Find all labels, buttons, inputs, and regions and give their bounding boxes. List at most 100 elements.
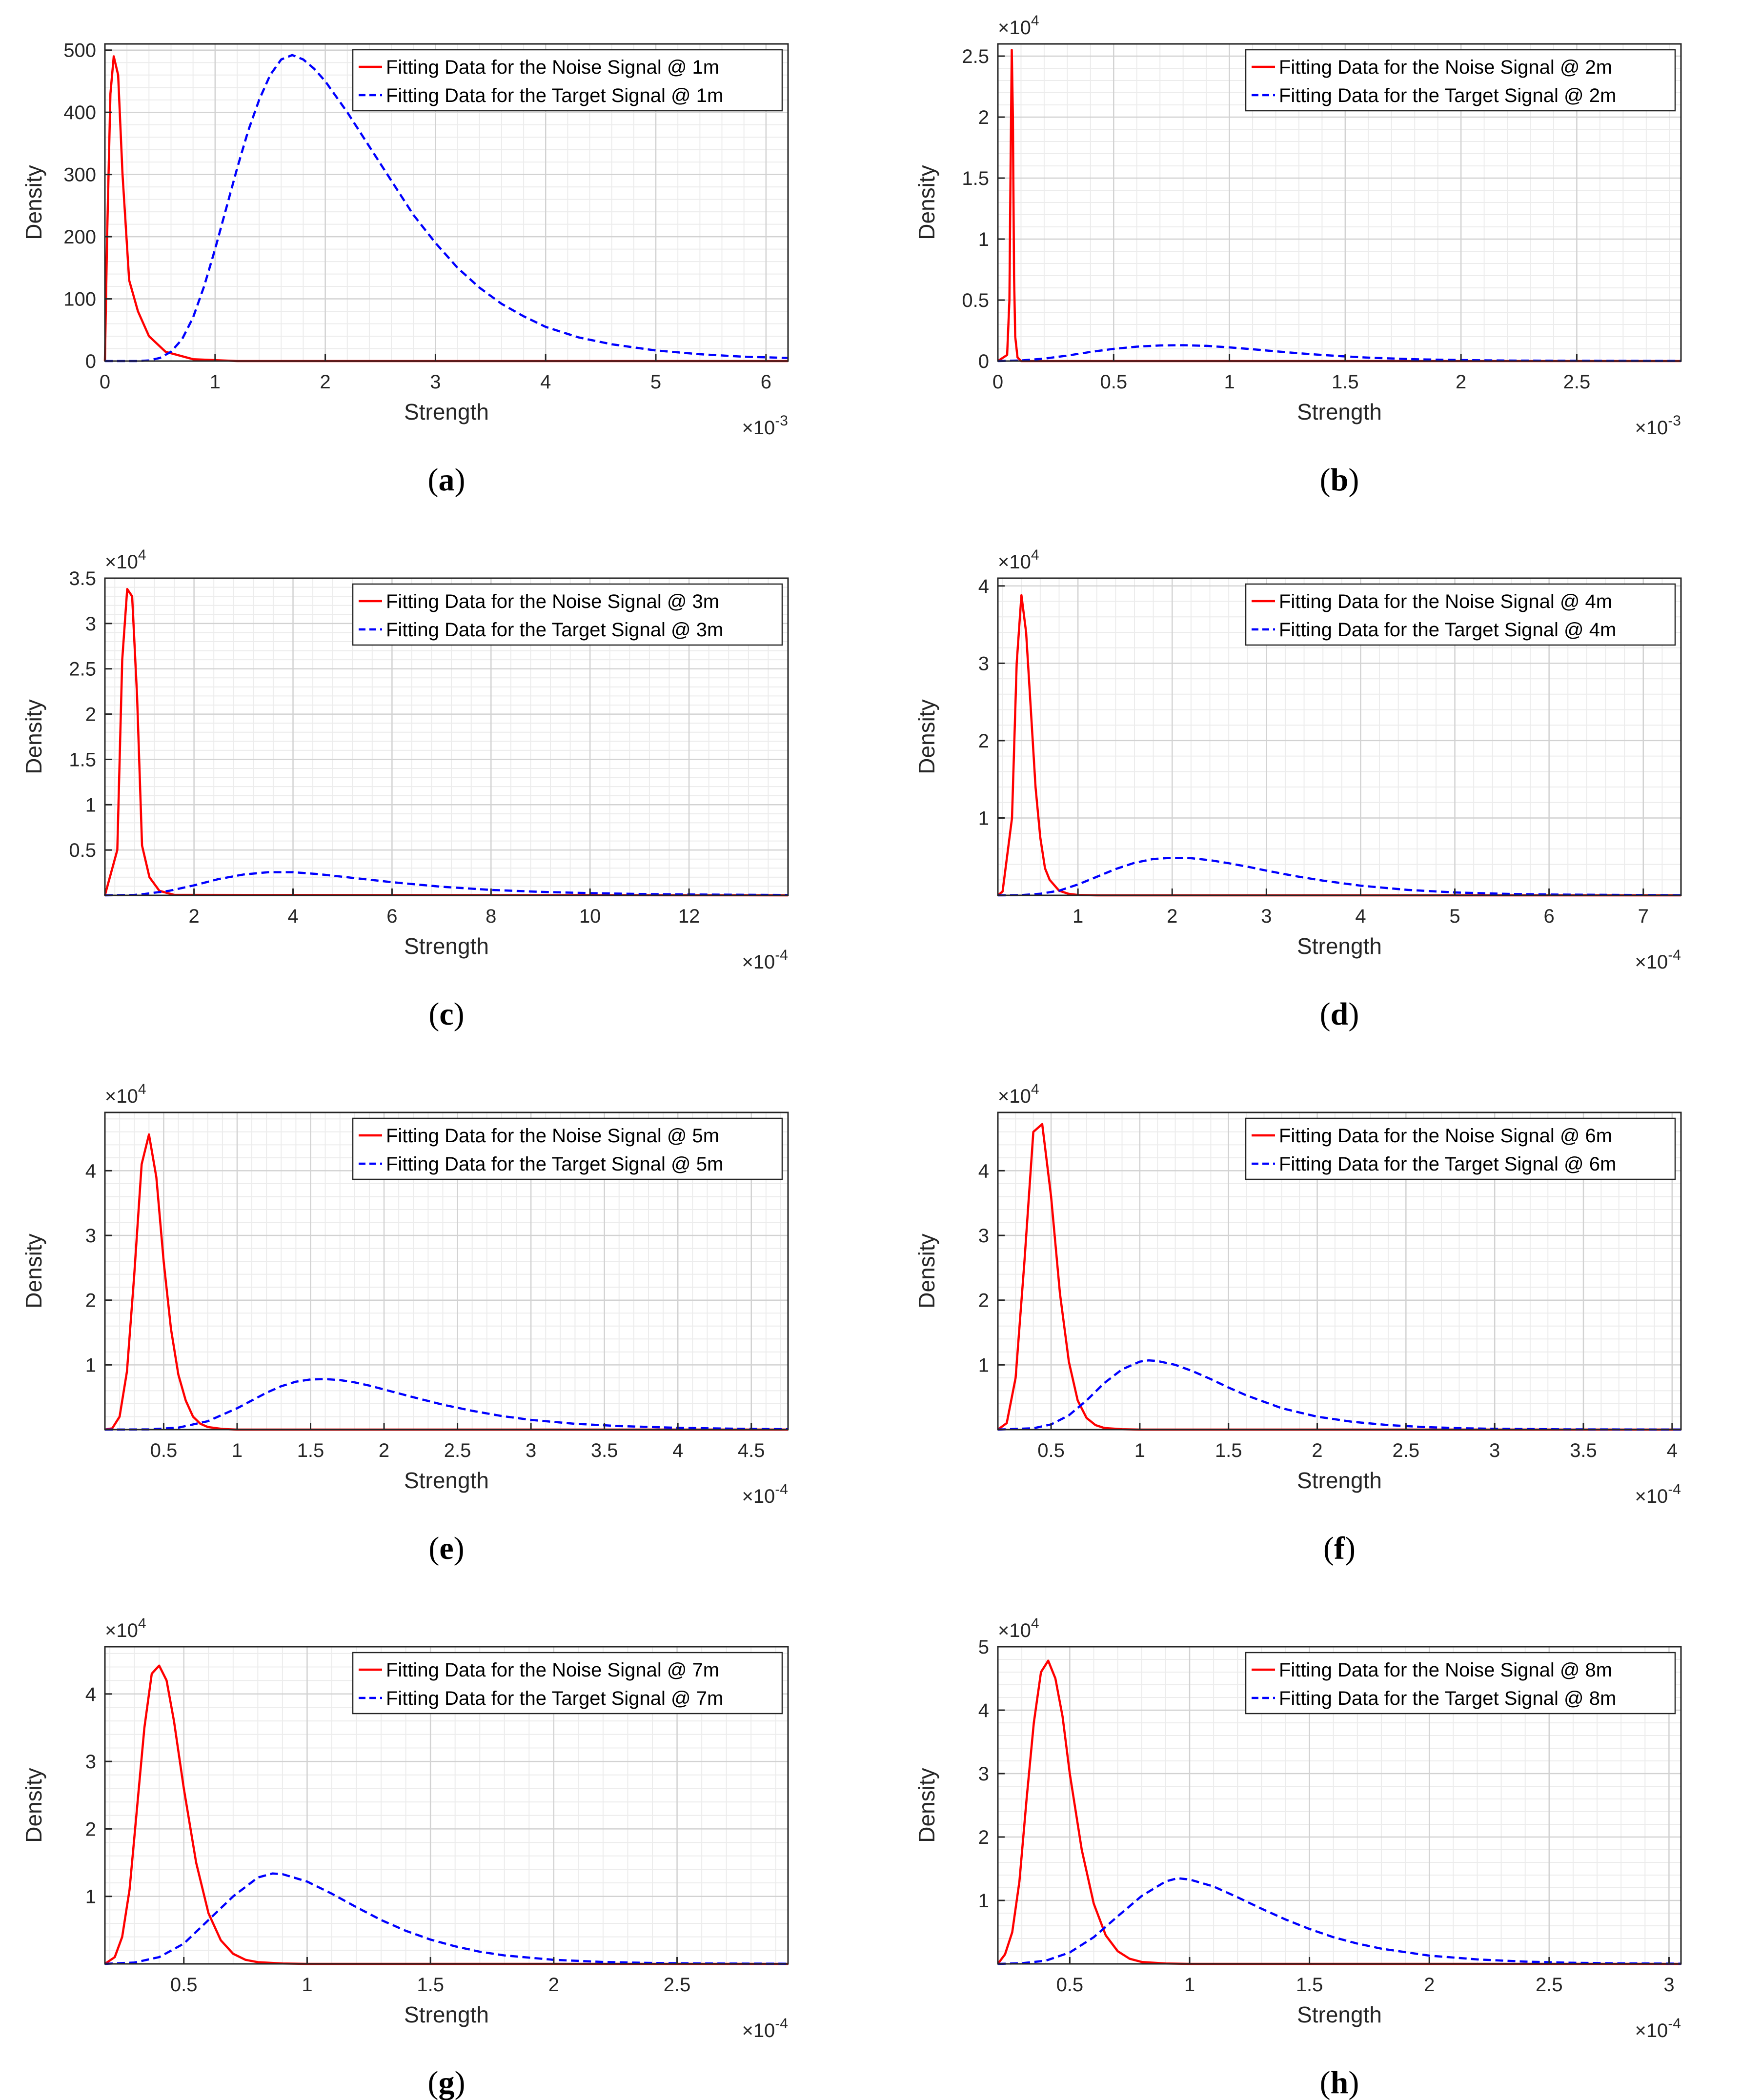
y-tick-label: 3: [978, 653, 989, 674]
x-tick-label: 2: [1424, 1974, 1435, 1996]
x-exponent-label: ×10-3: [742, 413, 788, 439]
y-axis-label: Density: [21, 699, 46, 774]
y-axis-label: Density: [914, 1768, 939, 1842]
axes-frame: [997, 577, 1682, 896]
y-exponent-label: ×104: [998, 547, 1039, 573]
y-tick-label: 1: [978, 229, 989, 250]
y-axis-label: Density: [914, 165, 939, 240]
y-tick-label: 0.5: [962, 290, 989, 311]
x-tick-label: 2: [379, 1440, 389, 1461]
legend-label: Fitting Data for the Target Signal @ 4m: [1279, 619, 1616, 641]
x-tick-label: 1: [232, 1440, 243, 1461]
x-tick-label: 1.5: [297, 1440, 324, 1461]
axes-frame: [104, 1111, 789, 1431]
legend: Fitting Data for the Noise Signal @ 4m Fi…: [1245, 583, 1676, 646]
x-tick-label: 4: [1667, 1440, 1678, 1461]
y-tick-label: 2: [978, 1827, 989, 1848]
legend-box: [1245, 49, 1676, 112]
x-tick-label: 5: [1449, 906, 1460, 927]
y-tick-label: 400: [63, 102, 96, 123]
y-axis-label: Density: [21, 165, 46, 240]
x-axis-label: Strength: [1297, 1468, 1382, 1493]
target-signal-line: [997, 344, 1681, 363]
x-exponent-label: ×10-4: [742, 947, 788, 973]
y-tick-label: 3: [85, 1751, 96, 1773]
x-tick-label: 4: [672, 1440, 683, 1461]
x-tick-label: 3.5: [1570, 1440, 1597, 1461]
subfigure-caption: (e): [428, 1531, 464, 1566]
x-tick-label: 1: [1224, 371, 1235, 393]
x-tick-label: 3: [526, 1440, 536, 1461]
x-tick-label: 0.5: [1037, 1440, 1065, 1461]
subfigure-caption: (b): [1320, 462, 1359, 498]
y-tick-label: 1: [85, 794, 96, 816]
x-tick-label: 3.5: [591, 1440, 618, 1461]
x-axis-label: Strength: [404, 2002, 489, 2027]
legend: Fitting Data for the Noise Signal @ 3m Fi…: [352, 583, 783, 646]
y-tick-label: 2.5: [69, 659, 96, 680]
x-axis-label: Strength: [404, 933, 489, 959]
legend-box: [352, 583, 783, 646]
y-tick-label: 300: [63, 164, 96, 186]
y-tick-label: 0.5: [69, 840, 96, 861]
x-tick-label: 3: [1489, 1440, 1500, 1461]
y-exponent-label: ×104: [998, 1081, 1039, 1107]
axes-frame: [104, 1646, 789, 1965]
y-tick-label: 1: [978, 808, 989, 829]
legend: Fitting Data for the Noise Signal @ 6m Fi…: [1245, 1117, 1676, 1180]
x-tick-label: 7: [1638, 906, 1649, 927]
y-axis-label: Density: [914, 699, 939, 774]
chart-panel-b: 0 0.5 1 1.5 2 2.5 0 0.5 1 1.5 2 2.5 Strength Density ×…: [914, 13, 1682, 498]
target-signal-line: [997, 1359, 1681, 1431]
y-tick-label: 4: [978, 1700, 989, 1721]
x-tick-label: 1.5: [1296, 1974, 1323, 1996]
noise-signal-line: [103, 55, 788, 363]
legend-label: Fitting Data for the Noise Signal @ 2m: [1279, 57, 1612, 78]
y-tick-label: 500: [63, 40, 96, 61]
y-exponent-label: ×104: [998, 1615, 1039, 1641]
legend: Fitting Data for the Noise Signal @ 8m Fi…: [1245, 1652, 1676, 1715]
y-tick-label: 2: [85, 704, 96, 726]
subfigure-caption: (f): [1323, 1531, 1356, 1566]
x-tick-label: 4: [287, 906, 298, 927]
legend-box: [1245, 1117, 1676, 1180]
chart-panel-d: 1 2 3 4 5 6 7 1 2 3 4 Strength Density ×10-4 ×104 Fitti…: [914, 547, 1682, 1032]
y-tick-label: 1.5: [962, 168, 989, 189]
legend-box: [352, 49, 783, 112]
x-tick-label: 2.5: [444, 1440, 471, 1461]
target-signal-line: [105, 54, 789, 363]
legend-label: Fitting Data for the Target Signal @ 3m: [386, 619, 723, 641]
y-tick-label: 1: [978, 1354, 989, 1376]
subfigure-caption: (c): [428, 996, 464, 1032]
y-exponent-label: ×104: [105, 1081, 146, 1107]
legend-label: Fitting Data for the Noise Signal @ 4m: [1279, 591, 1612, 612]
subfigure-caption: (d): [1320, 996, 1359, 1032]
legend-label: Fitting Data for the Target Signal @ 8m: [1279, 1688, 1616, 1709]
legend-box: [1245, 1652, 1676, 1715]
legend-label: Fitting Data for the Target Signal @ 2m: [1279, 85, 1616, 106]
x-exponent-label: ×10-4: [1635, 1481, 1681, 1507]
noise-signal-line: [997, 49, 1681, 363]
legend-label: Fitting Data for the Noise Signal @ 3m: [386, 591, 719, 612]
y-tick-label: 0: [85, 351, 96, 372]
y-tick-label: 4: [85, 1684, 96, 1705]
x-tick-label: 2: [1312, 1440, 1322, 1461]
x-tick-label: 1.5: [417, 1974, 444, 1996]
x-tick-label: 1: [302, 1974, 312, 1996]
y-tick-label: 2: [978, 1290, 989, 1312]
y-axis-label: Density: [914, 1233, 939, 1308]
chart-panel-g: 0.5 1 1.5 2 2.5 1 2 3 4 Strength Density ×10-4 ×104 F…: [21, 1615, 789, 2100]
y-tick-label: 2: [85, 1818, 96, 1840]
legend-label: Fitting Data for the Target Signal @ 5m: [386, 1153, 723, 1175]
x-tick-label: 2: [1167, 906, 1177, 927]
y-tick-label: 1.5: [69, 749, 96, 770]
x-tick-label: 0: [992, 371, 1003, 393]
x-tick-label: 0: [100, 371, 110, 393]
legend-label: Fitting Data for the Noise Signal @ 1m: [386, 57, 719, 78]
x-tick-label: 4: [540, 371, 551, 393]
legend: Fitting Data for the Noise Signal @ 2m Fi…: [1245, 49, 1676, 112]
y-tick-label: 4: [978, 576, 989, 597]
x-tick-label: 6: [761, 371, 771, 393]
x-exponent-label: ×10-3: [1635, 413, 1681, 439]
